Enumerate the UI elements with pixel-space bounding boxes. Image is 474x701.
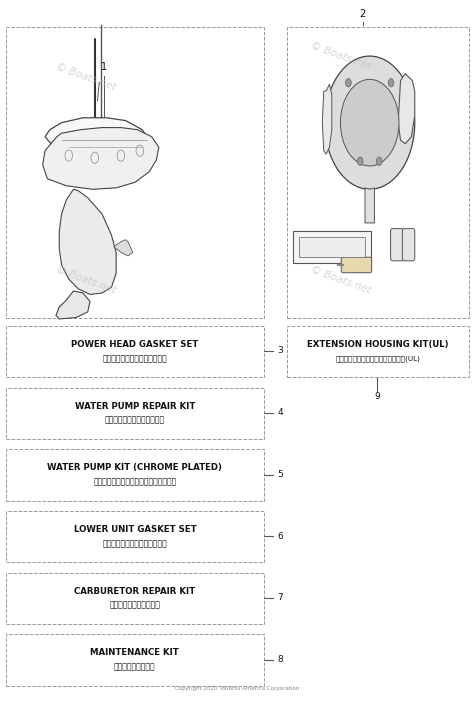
PathPatch shape [322, 84, 332, 154]
PathPatch shape [56, 291, 90, 319]
Text: キャブレタリペアキット: キャブレタリペアキット [109, 601, 160, 610]
Bar [6, 634, 264, 686]
Text: ウォータボンプキット（クロムメッキ）: ウォータボンプキット（クロムメッキ） [93, 477, 176, 486]
Bar [6, 573, 264, 624]
Text: 7: 7 [277, 594, 283, 602]
Bar [287, 27, 469, 318]
Text: © Boats.net: © Boats.net [310, 265, 373, 296]
Bar [6, 388, 264, 439]
Circle shape [340, 79, 399, 166]
Text: POWER HEAD GASKET SET: POWER HEAD GASKET SET [71, 340, 199, 349]
FancyBboxPatch shape [391, 229, 403, 261]
Text: パワーヘッドガスケットセット: パワーヘッドガスケットセット [102, 354, 167, 363]
PathPatch shape [365, 188, 374, 223]
FancyBboxPatch shape [341, 257, 372, 273]
PathPatch shape [59, 189, 116, 294]
Text: MAINTENANCE KIT: MAINTENANCE KIT [91, 648, 179, 658]
Bar [287, 326, 469, 377]
Circle shape [346, 79, 351, 87]
Text: © Boats.net: © Boats.net [54, 62, 117, 93]
Bar [6, 27, 264, 318]
Bar [6, 449, 264, 501]
Circle shape [376, 157, 382, 165]
PathPatch shape [114, 240, 133, 256]
Text: CARBURETOR REPAIR KIT: CARBURETOR REPAIR KIT [74, 587, 195, 596]
Text: 3: 3 [277, 346, 283, 355]
Text: 5: 5 [277, 470, 283, 479]
Text: LOWER UNIT GASKET SET: LOWER UNIT GASKET SET [73, 525, 196, 534]
Text: WATER PUMP KIT (CHROME PLATED): WATER PUMP KIT (CHROME PLATED) [47, 463, 222, 472]
Text: 1: 1 [101, 62, 107, 72]
Bar [293, 231, 371, 263]
Text: EXTENSION HOUSING KIT(UL): EXTENSION HOUSING KIT(UL) [307, 340, 449, 349]
Bar [6, 326, 264, 377]
Circle shape [357, 157, 363, 165]
Text: © Boats.net: © Boats.net [54, 265, 117, 296]
Text: WATER PUMP REPAIR KIT: WATER PUMP REPAIR KIT [75, 402, 195, 411]
Text: ウォータボンプリペアキット: ウォータボンプリペアキット [105, 416, 165, 425]
Text: 2: 2 [359, 9, 366, 19]
Text: エクステンションハウジングキット(UL): エクステンションハウジングキット(UL) [336, 355, 420, 362]
Text: 8: 8 [277, 655, 283, 664]
Bar [6, 511, 264, 562]
Text: © Boats.net: © Boats.net [310, 41, 373, 72]
Circle shape [325, 56, 415, 189]
Text: Copyright 2020 Tohatsu America Corporation: Copyright 2020 Tohatsu America Corporati… [175, 686, 299, 691]
PathPatch shape [45, 118, 149, 163]
FancyBboxPatch shape [402, 229, 415, 261]
Text: 6: 6 [277, 532, 283, 540]
Bar [299, 237, 365, 257]
Text: メンテナンスキット: メンテナンスキット [114, 662, 155, 672]
Text: ロワユニットガスケットセット: ロワユニットガスケットセット [102, 539, 167, 548]
Text: 4: 4 [277, 409, 283, 417]
PathPatch shape [43, 128, 159, 189]
Text: 9: 9 [374, 392, 380, 400]
Circle shape [388, 79, 394, 87]
PathPatch shape [398, 74, 415, 144]
